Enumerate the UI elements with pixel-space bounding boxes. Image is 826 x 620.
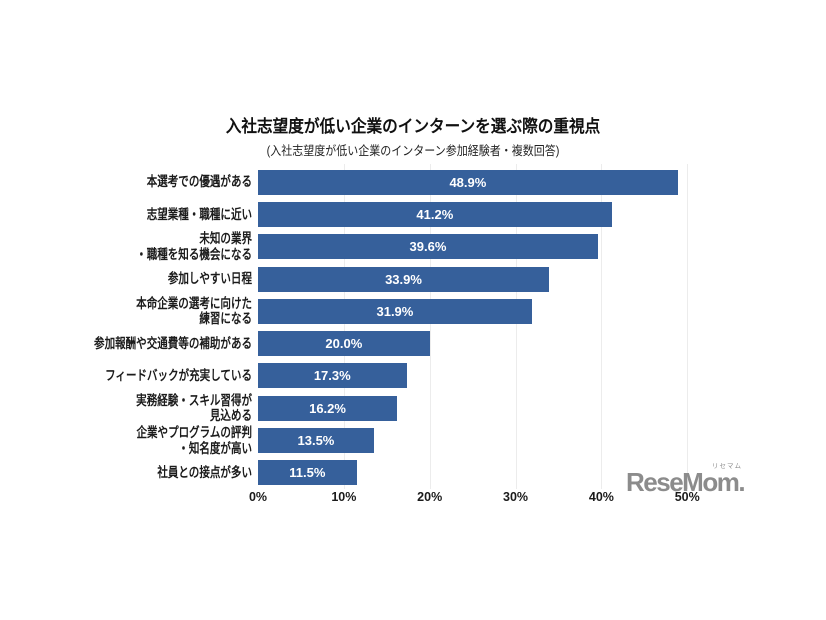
category-label-line: 志望業種・職種に近い	[146, 206, 252, 222]
category-label-line: 本選考での優遇がある	[146, 174, 252, 190]
grid-layer	[258, 164, 713, 489]
x-tick-label: 0%	[248, 490, 268, 504]
category-label-line: 社員との接点が多い	[157, 465, 252, 481]
bar-value-label: 41.2%	[416, 206, 454, 222]
logo-wordmark: ReseMom.	[626, 467, 746, 497]
category-label-line: 企業やプログラムの評判	[136, 425, 252, 441]
bar-track: 13.5%	[258, 428, 713, 454]
bar: 20.0%	[258, 331, 430, 357]
logo-ruby-text: リセマム	[712, 463, 743, 470]
category-label: 実務経験・スキル習得が 見込める	[87, 393, 252, 424]
chart-rows: 本選考での優遇がある 48.9% 志望業種・職種に近い 41.2% 未知の業界 ・職種を知…	[40, 166, 713, 489]
category-label-line: フィードバックが充実している	[105, 368, 252, 384]
bar-track: 33.9%	[258, 266, 713, 292]
chart-row: 未知の業界 ・職種を知る機会になる 39.6%	[40, 231, 713, 263]
category-label-line: 実務経験・スキル習得が	[136, 392, 252, 408]
gridline	[515, 164, 517, 489]
category-label: 参加報酬や交通費等の補助がある	[87, 336, 252, 352]
bar: 17.3%	[258, 363, 407, 389]
x-tick-label: 10%	[331, 490, 357, 504]
bar-track: 48.9%	[258, 169, 713, 195]
category-label: 社員との接点が多い	[87, 465, 252, 481]
category-label-line: ・職種を知る機会になる	[136, 246, 252, 262]
category-label-line: 参加報酬や交通費等の補助がある	[94, 335, 252, 351]
bar: 48.9%	[258, 169, 678, 195]
bar-value-label: 11.5%	[289, 465, 326, 481]
bar-track: 20.0%	[258, 331, 713, 357]
bar: 33.9%	[258, 266, 550, 292]
chart-title: 入社志望度が低い企業のインターンを選ぶ際の重視点	[225, 117, 601, 136]
bar: 31.9%	[258, 298, 532, 324]
chart-row: フィードバックが充実している 17.3%	[40, 360, 713, 392]
bar-value-label: 16.2%	[309, 400, 346, 416]
category-label-line: 見込める	[209, 408, 252, 424]
bar-track: 11.5%	[258, 460, 713, 486]
resemom-logo: リセマム ReseMom.	[626, 463, 746, 497]
category-label-line: ・知名度が高い	[178, 440, 252, 456]
bar-value-label: 48.9%	[449, 174, 487, 190]
bar-value-label: 17.3%	[313, 368, 351, 384]
category-label-line: 参加しやすい日程	[167, 271, 252, 287]
gridline	[343, 164, 345, 489]
bar-value-label: 13.5%	[297, 433, 335, 449]
category-label-line: 本命企業の選考に向けた	[136, 295, 252, 311]
category-label-line: 未知の業界	[199, 231, 252, 247]
bar: 13.5%	[258, 428, 374, 454]
chart-subtitle: (入社志望度が低い企業のインターン参加経験者・複数回答)	[266, 144, 560, 158]
bar: 39.6%	[258, 234, 598, 260]
category-label: 本選考での優遇がある	[87, 174, 252, 190]
chart-row: 本命企業の選考に向けた 練習になる 31.9%	[40, 295, 713, 327]
gridline	[601, 164, 603, 489]
bar-value-label: 39.6%	[409, 239, 447, 255]
chart-row: 参加報酬や交通費等の補助がある 20.0%	[40, 327, 713, 359]
bar-track: 16.2%	[258, 395, 713, 421]
gridline	[429, 164, 431, 489]
bar-value-label: 20.0%	[325, 336, 363, 352]
category-label: 企業やプログラムの評判 ・知名度が高い	[87, 425, 252, 456]
bar-value-label: 33.9%	[385, 271, 422, 287]
chart-row: 社員との接点が多い 11.5%	[40, 457, 713, 489]
x-axis: 0% 10% 20% 30% 40% 50%	[249, 490, 713, 506]
x-tick-label: 40%	[588, 490, 614, 504]
bar: 16.2%	[258, 395, 398, 421]
x-tick-label: 20%	[417, 490, 443, 504]
bar-track: 39.6%	[258, 234, 713, 260]
bar: 41.2%	[258, 201, 612, 227]
chart-row: 志望業種・職種に近い 41.2%	[40, 198, 713, 230]
bar-value-label: 31.9%	[376, 303, 414, 319]
category-label: 未知の業界 ・職種を知る機会になる	[87, 231, 252, 262]
bar-track: 17.3%	[258, 363, 713, 389]
bar-track: 31.9%	[258, 298, 713, 324]
category-label: 志望業種・職種に近い	[87, 207, 252, 223]
bar: 11.5%	[258, 460, 357, 486]
x-tick-label: 30%	[503, 490, 529, 504]
chart-row: 本選考での優遇がある 48.9%	[40, 166, 713, 198]
category-label-line: 練習になる	[199, 311, 252, 327]
category-label: 本命企業の選考に向けた 練習になる	[87, 296, 252, 327]
category-label: フィードバックが充実している	[87, 368, 252, 384]
category-label: 参加しやすい日程	[87, 271, 252, 287]
chart-row: 参加しやすい日程 33.9%	[40, 263, 713, 295]
chart-row: 企業やプログラムの評判 ・知名度が高い 13.5%	[40, 424, 713, 456]
x-tick-label: 50%	[674, 490, 700, 504]
chart-row: 実務経験・スキル習得が 見込める 16.2%	[40, 392, 713, 424]
gridline	[687, 164, 689, 489]
bar-track: 41.2%	[258, 201, 713, 227]
